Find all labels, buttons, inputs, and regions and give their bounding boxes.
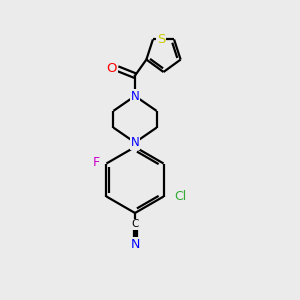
Text: N: N: [130, 136, 140, 149]
Text: N: N: [130, 89, 140, 103]
Text: Cl: Cl: [174, 190, 186, 203]
Text: S: S: [157, 33, 166, 46]
Text: F: F: [92, 155, 100, 169]
Text: O: O: [107, 62, 117, 75]
Text: C: C: [131, 219, 139, 229]
Text: N: N: [130, 238, 140, 251]
